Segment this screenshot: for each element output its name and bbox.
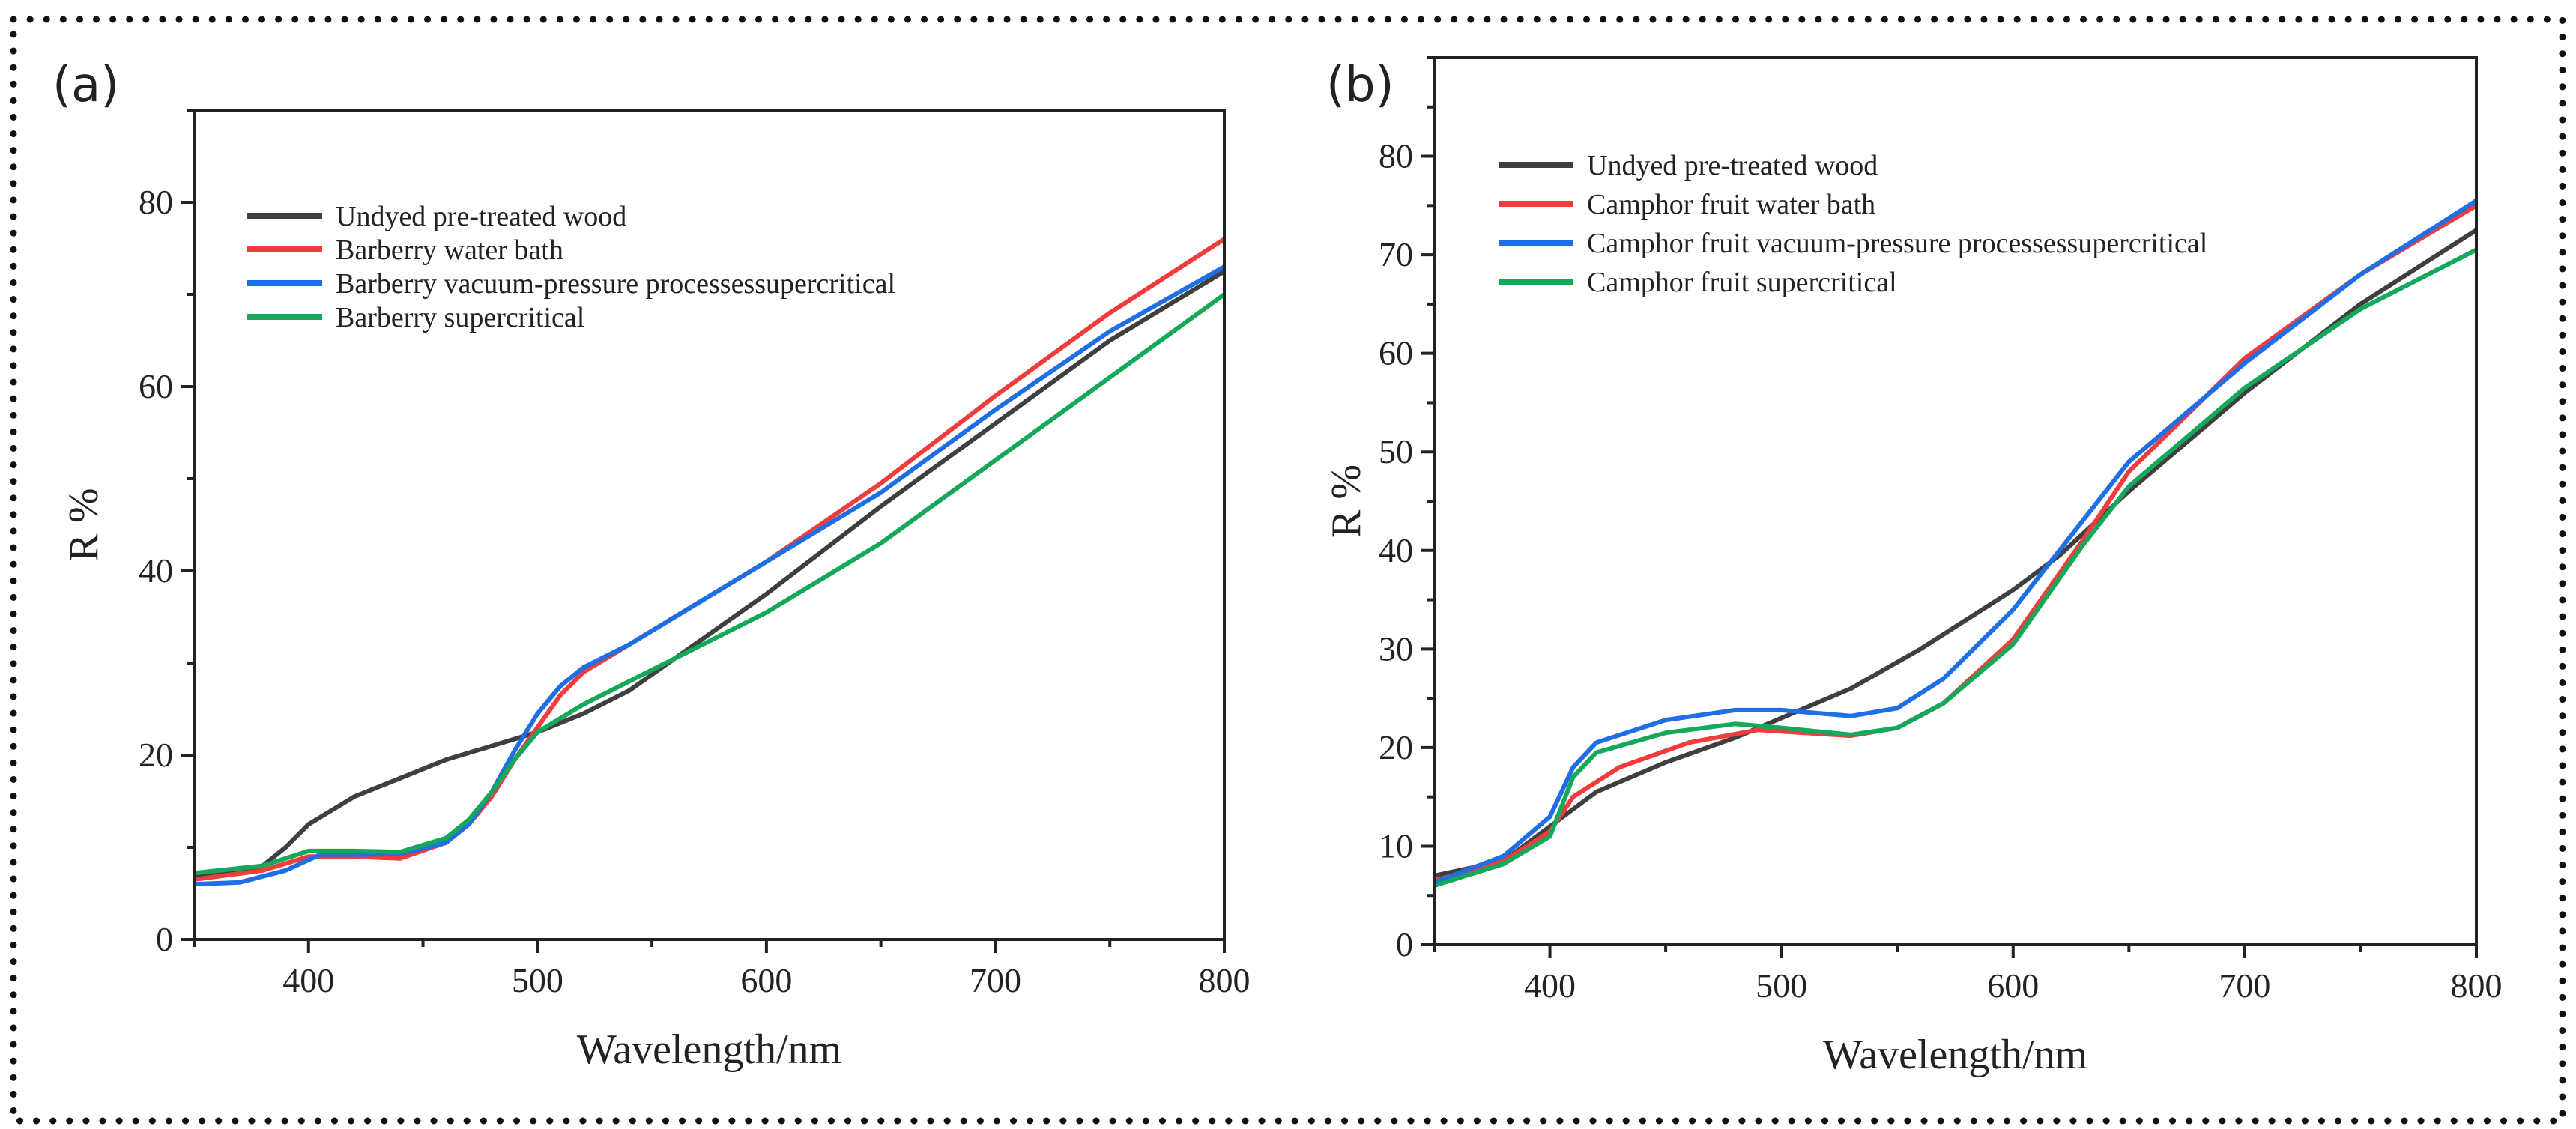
panel-b: (b) 400 500 600 700 800 0 10 20 30 40 50 60 70 80 Wavel…: [1323, 56, 2503, 1078]
legend: Undyed pre-treated wood Camphor fruit wat…: [1499, 150, 2207, 298]
y-tick-label: 30: [1379, 629, 1413, 668]
x-axis-label: Wavelength/nm: [1823, 1032, 2087, 1078]
legend-label: Barberry water bath: [336, 234, 563, 266]
y-tick-label: 10: [1379, 826, 1413, 865]
x-tick-label: 600: [740, 961, 792, 999]
legend-label: Undyed pre-treated wood: [1587, 150, 1878, 181]
legend-label: Camphor fruit supercritical: [1587, 267, 1897, 298]
series-line-3: [193, 292, 1226, 876]
legend-label: Camphor fruit vacuum-pressure processess…: [1587, 228, 2207, 259]
y-tick-label: 40: [139, 551, 173, 590]
y-tick-label: 20: [139, 736, 173, 774]
series-line-0: [1433, 228, 2478, 878]
y-tick-label: 0: [156, 920, 173, 958]
y-axis-label: R %: [61, 488, 107, 562]
x-tick-label: 500: [512, 961, 563, 999]
legend-label: Barberry supercritical: [336, 302, 584, 333]
y-tick-label: 70: [1379, 235, 1413, 273]
x-axis-label: Wavelength/nm: [577, 1026, 841, 1073]
x-tick-label: 800: [1199, 961, 1251, 999]
x-tick-label: 700: [2219, 966, 2270, 1005]
plot-frame: [193, 109, 1226, 941]
y-tick-label: 20: [1379, 728, 1413, 766]
series-line-2: [193, 264, 1226, 887]
y-tick-label: 80: [139, 183, 173, 221]
x-tick-label: 700: [970, 961, 1021, 999]
legend-label: Undyed pre-treated wood: [336, 201, 626, 232]
x-tick-label: 400: [282, 961, 334, 999]
series-line-2: [1433, 199, 2478, 885]
x-tick-label: 600: [1987, 966, 2039, 1005]
y-tick-label: 60: [139, 367, 173, 405]
panel-label: (a): [52, 58, 119, 113]
y-tick-label: 80: [1379, 137, 1413, 175]
series-line-3: [1433, 247, 2478, 888]
y-tick-label: 60: [1379, 334, 1413, 372]
legend-label: Barberry vacuum-pressure processessuperc…: [336, 268, 895, 300]
series-line-1: [193, 237, 1226, 882]
series-line-0: [193, 269, 1226, 877]
legend-label: Camphor fruit water bath: [1587, 189, 1875, 220]
y-tick-label: 0: [1396, 925, 1413, 963]
y-tick-label: 50: [1379, 432, 1413, 470]
x-tick-label: 400: [1524, 966, 1576, 1005]
panel-label: (b): [1326, 58, 1394, 113]
x-tick-label: 500: [1756, 966, 1807, 1005]
y-tick-label: 40: [1379, 531, 1413, 569]
y-axis-label: R %: [1323, 464, 1370, 538]
dotted-border: [10, 16, 2566, 1125]
x-tick-label: 800: [2451, 966, 2503, 1005]
panel-a: (a) 400 500 600 700 800 0 20 40 60 80 Wavelength/nm…: [52, 58, 1251, 1073]
